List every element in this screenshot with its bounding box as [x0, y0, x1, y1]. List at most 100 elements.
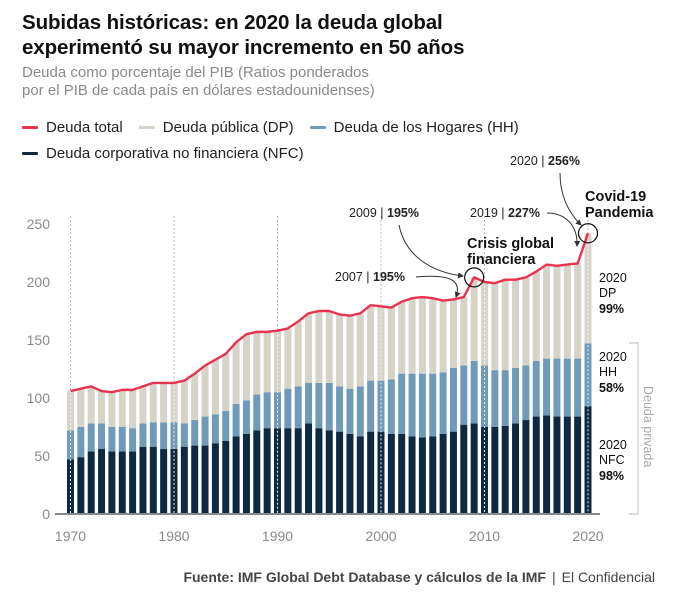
- bar-hh-1971: [77, 427, 85, 458]
- bar-nfc-1977: [139, 446, 147, 514]
- bar-dp-2015: [532, 271, 540, 361]
- bar-nfc-1974: [108, 451, 116, 514]
- bar-nfc-1989: [263, 428, 271, 514]
- bar-nfc-1982: [191, 445, 199, 514]
- bar-dp-1994: [315, 311, 323, 383]
- bar-hh-1989: [263, 392, 271, 429]
- bar-nfc-1983: [201, 445, 209, 514]
- bar-dp-1972: [87, 386, 95, 424]
- bar-nfc-1996: [336, 431, 344, 514]
- bar-hh-2018: [563, 358, 571, 417]
- bar-dp-1993: [305, 313, 313, 383]
- bar-nfc-1981: [180, 446, 188, 514]
- legend-row-1: Deuda total Deuda pública (DP) Deuda de …: [22, 116, 662, 138]
- legend-swatch-total: [22, 125, 38, 129]
- chart-title: Subidas históricas: en 2020 la deuda glo…: [22, 10, 622, 60]
- x-tick-label-1990: 1990: [262, 528, 293, 544]
- bar-dp-2016: [543, 264, 551, 359]
- highlight-circle-2020: [577, 223, 599, 244]
- bar-hh-2002: [398, 373, 406, 434]
- bar-dp-2002: [398, 301, 406, 374]
- bar-hh-2008: [460, 365, 468, 425]
- bar-dp-2020: [584, 233, 592, 344]
- bar-dp-1973: [98, 391, 106, 424]
- legend: Deuda total Deuda pública (DP) Deuda de …: [22, 116, 662, 168]
- bar-nfc-1999: [367, 431, 375, 514]
- y-tick-label-50: 50: [34, 448, 50, 464]
- bar-nfc-1976: [129, 451, 137, 514]
- bar-dp-2011: [491, 283, 499, 371]
- bar-nfc-2014: [522, 420, 530, 514]
- bar-dp-1985: [222, 353, 230, 411]
- bar-hh-1995: [325, 382, 333, 431]
- bar-hh-1981: [180, 423, 188, 447]
- bar-hh-1988: [253, 394, 261, 431]
- bar-hh-1991: [284, 388, 292, 429]
- bar-hh-1983: [201, 416, 209, 446]
- bar-hh-1975: [118, 427, 126, 452]
- bar-hh-1986: [232, 403, 240, 437]
- annotation-covid-line2: Pandemia: [585, 205, 654, 221]
- legend-swatch-nfc: [22, 151, 38, 155]
- bar-dp-2001: [387, 307, 395, 380]
- bar-nfc-2005: [429, 436, 437, 514]
- legend-label-dp: Deuda pública (DP): [162, 118, 294, 136]
- bar-dp-1980: [170, 382, 178, 423]
- bar-hh-2000: [377, 380, 385, 432]
- bar-nfc-2003: [408, 436, 416, 514]
- bar-nfc-1987: [242, 433, 250, 514]
- bar-hh-1978: [149, 422, 157, 447]
- bar-hh-1997: [346, 388, 354, 434]
- bar-hh-2009: [470, 360, 478, 424]
- bar-nfc-1993: [305, 423, 313, 514]
- bar-hh-1973: [98, 423, 106, 450]
- bar-nfc-1971: [77, 457, 85, 514]
- bar-nfc-2020: [584, 406, 592, 514]
- bar-dp-1975: [118, 389, 126, 427]
- bar-hh-1993: [305, 382, 313, 424]
- bar-dp-2003: [408, 298, 416, 374]
- bar-nfc-1986: [232, 436, 240, 514]
- bar-hh-2016: [543, 358, 551, 416]
- bar-nfc-2012: [501, 425, 509, 514]
- bar-hh-2001: [387, 379, 395, 434]
- bar-dp-2007: [449, 299, 457, 368]
- x-tick-label-1980: 1980: [158, 528, 189, 544]
- bar-dp-1983: [201, 365, 209, 417]
- bar-dp-2014: [522, 277, 530, 366]
- y-tick-label-250: 250: [27, 216, 51, 232]
- legend-item-nfc: Deuda corporativa no financiera (NFC): [22, 145, 304, 162]
- bar-dp-1971: [77, 388, 85, 427]
- bar-hh-2019: [574, 358, 582, 417]
- x-tick-label-1970: 1970: [55, 528, 86, 544]
- bar-dp-1984: [211, 359, 219, 415]
- bar-dp-2017: [553, 265, 561, 359]
- bar-nfc-1991: [284, 428, 292, 514]
- bar-nfc-2017: [553, 416, 561, 514]
- title-line-1: Subidas históricas: en 2020 la deuda glo…: [22, 11, 443, 34]
- subtitle-line-1: Deuda como porcentaje del PIB (Ratios po…: [22, 64, 369, 81]
- bar-dp-1982: [191, 373, 199, 421]
- bar-nfc-2002: [398, 433, 406, 514]
- annotation-2019: 2019 | 227%: [470, 206, 540, 220]
- bar-hh-1979: [160, 422, 168, 450]
- bar-nfc-1994: [315, 428, 323, 514]
- source-text: Fuente: IMF Global Debt Database y cálcu…: [183, 569, 546, 585]
- bar-hh-1996: [336, 386, 344, 432]
- bar-dp-2013: [512, 279, 520, 368]
- private-debt-bracket: [629, 342, 639, 515]
- annotation-2020: 2020 | 256%: [510, 154, 580, 168]
- bar-hh-1987: [242, 400, 250, 434]
- bar-hh-1976: [129, 428, 137, 452]
- bar-nfc-2019: [574, 416, 582, 514]
- bar-hh-1998: [356, 386, 364, 437]
- annotation-crisis-line1: Crisis global: [467, 236, 554, 252]
- legend-label-total: Deuda total: [46, 118, 123, 136]
- bar-nfc-1975: [118, 451, 126, 514]
- publisher-text: El Confidencial: [561, 569, 655, 585]
- decade-markers: [70, 233, 589, 518]
- bar-nfc-1992: [294, 428, 302, 514]
- bar-dp-1995: [325, 311, 333, 383]
- bar-nfc-2015: [532, 416, 540, 514]
- bar-dp-1989: [263, 331, 271, 393]
